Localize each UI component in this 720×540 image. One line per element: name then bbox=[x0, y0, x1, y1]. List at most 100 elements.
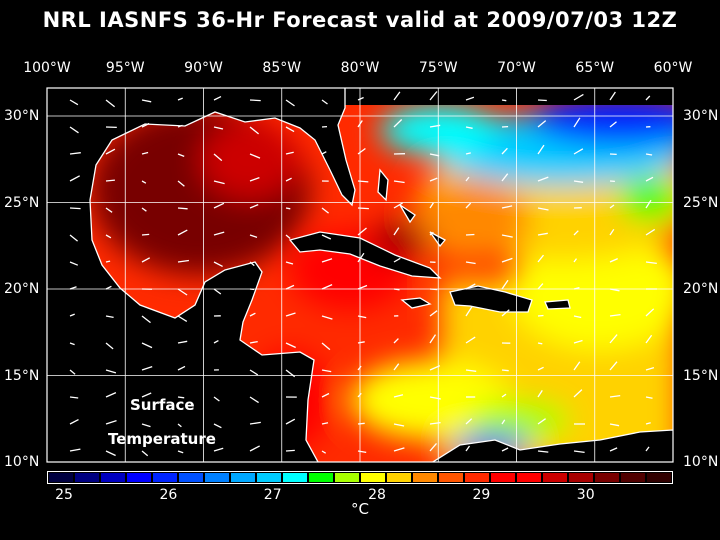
current-vector bbox=[213, 423, 222, 429]
current-vector bbox=[249, 203, 259, 209]
current-vector bbox=[285, 207, 291, 210]
current-vector bbox=[285, 342, 296, 349]
current-vector bbox=[213, 153, 223, 162]
current-vector bbox=[645, 446, 650, 452]
current-vector bbox=[105, 315, 114, 319]
current-vector bbox=[177, 340, 188, 344]
current-vector bbox=[537, 144, 545, 155]
colorbar-swatch bbox=[517, 473, 541, 482]
current-vector bbox=[357, 147, 366, 155]
current-vector bbox=[69, 207, 81, 210]
current-vector bbox=[537, 314, 544, 317]
current-vector bbox=[501, 393, 507, 398]
current-vector bbox=[573, 148, 584, 155]
colorbar-swatch bbox=[335, 473, 359, 482]
current-vector bbox=[213, 447, 224, 452]
current-vector bbox=[429, 442, 437, 452]
south-america bbox=[431, 429, 673, 462]
current-vector bbox=[573, 258, 578, 263]
current-vector bbox=[141, 99, 152, 103]
current-vector bbox=[357, 450, 367, 454]
cuba bbox=[288, 231, 442, 279]
current-vector bbox=[285, 151, 294, 155]
lat-label: 25°N bbox=[683, 194, 719, 211]
current-vector bbox=[69, 342, 75, 346]
colorbar-tick-label: 26 bbox=[159, 487, 178, 503]
current-vector bbox=[141, 257, 151, 263]
current-vector bbox=[213, 96, 222, 101]
current-vector bbox=[357, 341, 365, 344]
puerto-rico bbox=[544, 299, 571, 310]
current-vector bbox=[141, 392, 152, 398]
colorbar-swatch bbox=[621, 473, 645, 482]
current-vector bbox=[393, 257, 401, 263]
current-vector bbox=[357, 96, 364, 101]
jamaica bbox=[400, 297, 432, 309]
current-vector bbox=[141, 151, 149, 155]
current-vector bbox=[609, 288, 620, 292]
current-vector bbox=[357, 252, 365, 263]
current-vector bbox=[645, 261, 657, 265]
current-vector bbox=[573, 93, 584, 101]
current-vector bbox=[69, 126, 79, 134]
current-vector bbox=[537, 390, 543, 398]
current-vector bbox=[213, 340, 219, 344]
current-vector bbox=[537, 450, 549, 453]
current-vector bbox=[645, 199, 652, 209]
current-vector bbox=[105, 260, 111, 263]
lat-label: 30°N bbox=[4, 108, 40, 124]
current-vector bbox=[105, 285, 112, 290]
colorbar-swatch bbox=[543, 473, 567, 482]
current-vector bbox=[285, 369, 296, 378]
lat-label: 15°N bbox=[4, 367, 40, 384]
current-vector bbox=[429, 334, 437, 344]
colorbar bbox=[47, 471, 673, 484]
current-vector bbox=[177, 396, 185, 399]
current-vector bbox=[501, 369, 509, 372]
current-vector bbox=[69, 234, 79, 242]
lat-label: 20°N bbox=[683, 281, 719, 297]
current-vector bbox=[285, 284, 295, 290]
colorbar-tick-label: 29 bbox=[472, 487, 491, 503]
current-vector bbox=[573, 315, 582, 319]
current-vector bbox=[501, 147, 508, 155]
current-vector bbox=[501, 205, 513, 209]
current-vector bbox=[393, 363, 400, 371]
current-vector bbox=[69, 369, 76, 375]
current-vector bbox=[141, 180, 147, 184]
current-vector bbox=[69, 99, 79, 106]
current-vector bbox=[537, 342, 543, 345]
current-vector bbox=[645, 334, 653, 344]
colorbar-swatch bbox=[569, 473, 593, 482]
current-vector bbox=[321, 284, 333, 290]
current-vector bbox=[213, 231, 225, 236]
current-vector bbox=[249, 153, 261, 159]
current-vector bbox=[573, 230, 579, 236]
current-vector bbox=[285, 418, 296, 425]
current-vector bbox=[321, 422, 329, 425]
colorbar-tick-label: 30 bbox=[576, 487, 595, 503]
current-vector bbox=[393, 288, 400, 291]
current-vector bbox=[537, 207, 549, 211]
colorbar-swatch bbox=[387, 473, 411, 482]
current-vector bbox=[465, 176, 470, 182]
current-vector bbox=[465, 418, 473, 425]
current-vector bbox=[429, 365, 441, 371]
current-vector bbox=[537, 120, 547, 128]
lon-label: 70°W bbox=[497, 60, 536, 76]
colorbar-swatch bbox=[153, 473, 177, 482]
current-vector bbox=[393, 423, 405, 427]
current-vector bbox=[69, 448, 81, 452]
current-vector bbox=[285, 312, 296, 317]
current-vector bbox=[177, 259, 189, 263]
current-vector bbox=[321, 315, 333, 320]
lon-label: 95°W bbox=[105, 60, 145, 76]
current-vector bbox=[429, 153, 440, 157]
lat-label: 15°N bbox=[683, 367, 719, 384]
current-vector bbox=[645, 95, 651, 101]
current-vector bbox=[393, 180, 405, 184]
colorbar-swatch bbox=[465, 473, 489, 482]
current-vector bbox=[249, 421, 261, 425]
current-vector bbox=[249, 176, 260, 182]
